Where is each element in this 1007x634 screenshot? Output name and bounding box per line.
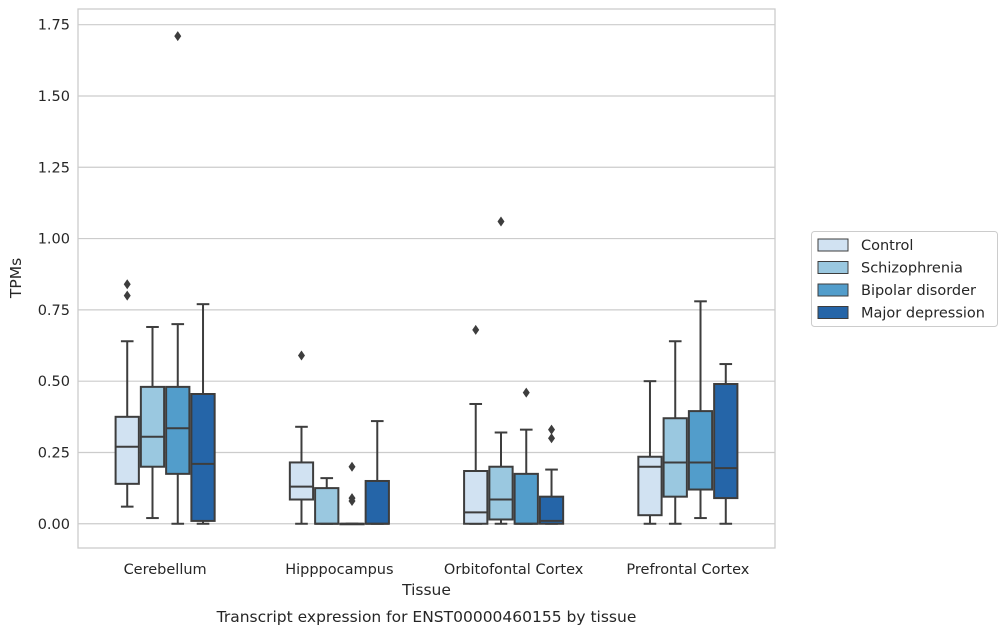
box-body bbox=[488, 465, 514, 521]
legend-label: Schizophrenia bbox=[861, 261, 963, 277]
box-2-1 bbox=[488, 216, 514, 525]
y-tick-label: 0.00 bbox=[38, 517, 70, 533]
box-2-2 bbox=[513, 387, 539, 525]
legend: Control Schizophrenia Bipolar disorder Majo… bbox=[811, 231, 998, 327]
box-body bbox=[288, 461, 315, 501]
y-tick-label: 0.75 bbox=[38, 303, 70, 319]
outlier-point bbox=[472, 324, 480, 335]
box-body bbox=[314, 487, 340, 525]
box-1-2 bbox=[339, 461, 365, 526]
outlier-point bbox=[123, 279, 131, 290]
outlier-point bbox=[297, 350, 305, 361]
y-tick-label: 1.00 bbox=[38, 232, 70, 248]
y-tick-label: 0.25 bbox=[38, 445, 70, 461]
legend-label: Major depression bbox=[861, 306, 985, 322]
chart-title: Transcript expression for ENST0000046015… bbox=[216, 608, 637, 626]
y-tick-label: 1.25 bbox=[38, 160, 70, 176]
outlier-point bbox=[348, 461, 356, 472]
x-tick-label: Cerebellum bbox=[124, 562, 207, 578]
outlier-point bbox=[348, 493, 356, 504]
legend-label: Control bbox=[861, 238, 913, 254]
outlier-point bbox=[548, 433, 556, 444]
box-0-2 bbox=[165, 31, 191, 525]
box-2-0 bbox=[463, 324, 489, 525]
legend-swatch bbox=[817, 238, 849, 252]
x-tick-label: Hipppocampus bbox=[285, 562, 393, 578]
box-0-1 bbox=[139, 325, 166, 520]
legend-swatch bbox=[817, 283, 849, 297]
x-tick-label: Prefrontal Cortex bbox=[626, 562, 749, 578]
plot-area bbox=[114, 31, 739, 526]
box-body bbox=[364, 479, 390, 525]
outlier-point bbox=[123, 290, 131, 301]
outlier-point bbox=[497, 216, 505, 227]
box-1-1 bbox=[314, 477, 340, 525]
box-body bbox=[190, 393, 216, 522]
legend-swatch bbox=[817, 306, 849, 319]
box-3-2 bbox=[687, 300, 714, 520]
box-3-0 bbox=[637, 380, 663, 525]
x-axis-title: Tissue bbox=[401, 581, 451, 599]
x-tick-labels: Cerebellum Hipppocampus Orbitofontal Corte… bbox=[124, 562, 750, 578]
box-body bbox=[538, 495, 565, 525]
y-tick-label: 0.50 bbox=[38, 374, 70, 390]
y-tick-label: 1.75 bbox=[38, 18, 70, 34]
box-body bbox=[139, 385, 166, 468]
outlier-point bbox=[522, 387, 530, 398]
box-0-3 bbox=[190, 303, 216, 525]
box-1-3 bbox=[364, 420, 390, 525]
legend-swatch bbox=[817, 261, 849, 274]
legend-label: Bipolar disorder bbox=[861, 283, 976, 299]
outlier-point bbox=[548, 424, 556, 435]
box-2-3 bbox=[538, 424, 565, 525]
box-body bbox=[463, 470, 489, 525]
box-1-0 bbox=[288, 350, 315, 525]
box-3-1 bbox=[662, 340, 688, 525]
box-3-3 bbox=[713, 363, 739, 525]
outlier-point bbox=[174, 31, 182, 42]
box-body bbox=[662, 417, 688, 498]
y-tick-label: 1.50 bbox=[38, 89, 70, 105]
x-tick-label: Orbitofontal Cortex bbox=[444, 562, 584, 578]
box-body bbox=[637, 455, 663, 517]
y-tick-labels: 0.00 0.25 0.50 0.75 1.00 1.25 1.50 1.75 bbox=[38, 18, 70, 533]
box-body bbox=[713, 383, 739, 500]
y-axis-title: TPMs bbox=[7, 258, 25, 299]
plot-frame bbox=[77, 8, 776, 549]
box-body bbox=[165, 385, 191, 475]
box-body bbox=[114, 415, 140, 485]
legend-frame bbox=[811, 231, 998, 327]
box-0-0 bbox=[114, 279, 140, 508]
box-body bbox=[513, 472, 539, 525]
box-body bbox=[687, 410, 714, 491]
